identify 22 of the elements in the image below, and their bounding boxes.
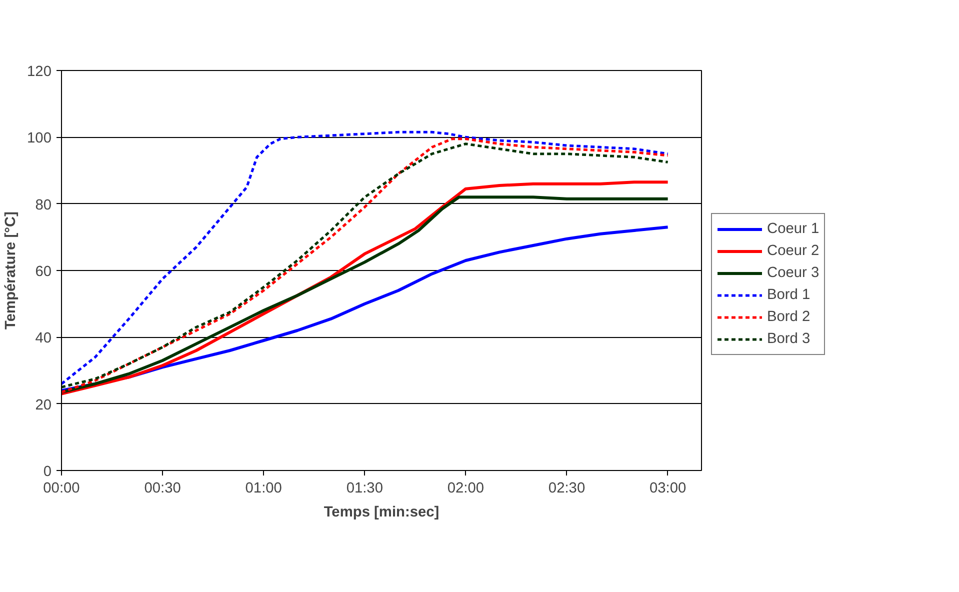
legend-label: Bord 2 bbox=[767, 308, 810, 324]
y-tick-label: 40 bbox=[35, 330, 52, 347]
y-tick-label: 120 bbox=[27, 64, 52, 80]
x-tick-label: 02:00 bbox=[447, 480, 484, 496]
legend-label: Bord 1 bbox=[767, 286, 810, 302]
legend-label: Coeur 3 bbox=[767, 264, 820, 280]
y-tick-label: 20 bbox=[35, 397, 52, 414]
x-tick-label: 01:00 bbox=[245, 480, 282, 496]
legend-label: Coeur 1 bbox=[767, 220, 820, 236]
y-tick-label: 100 bbox=[27, 130, 52, 147]
legend-label: Coeur 2 bbox=[767, 242, 820, 258]
y-tick-label: 80 bbox=[35, 197, 52, 214]
x-tick-label: 02:30 bbox=[548, 480, 586, 496]
y-tick-label: 0 bbox=[43, 464, 52, 480]
x-axis-title: Temps [min:sec] bbox=[324, 504, 440, 520]
y-tick-label: 60 bbox=[35, 264, 52, 280]
legend-label: Bord 3 bbox=[767, 330, 810, 346]
x-tick-label: 00:00 bbox=[43, 480, 80, 496]
x-tick-label: 00:30 bbox=[144, 480, 181, 496]
y-axis-title: Température [°C] bbox=[3, 211, 20, 330]
x-tick-label: 03:00 bbox=[649, 480, 686, 496]
x-tick-label: 01:30 bbox=[346, 480, 384, 496]
